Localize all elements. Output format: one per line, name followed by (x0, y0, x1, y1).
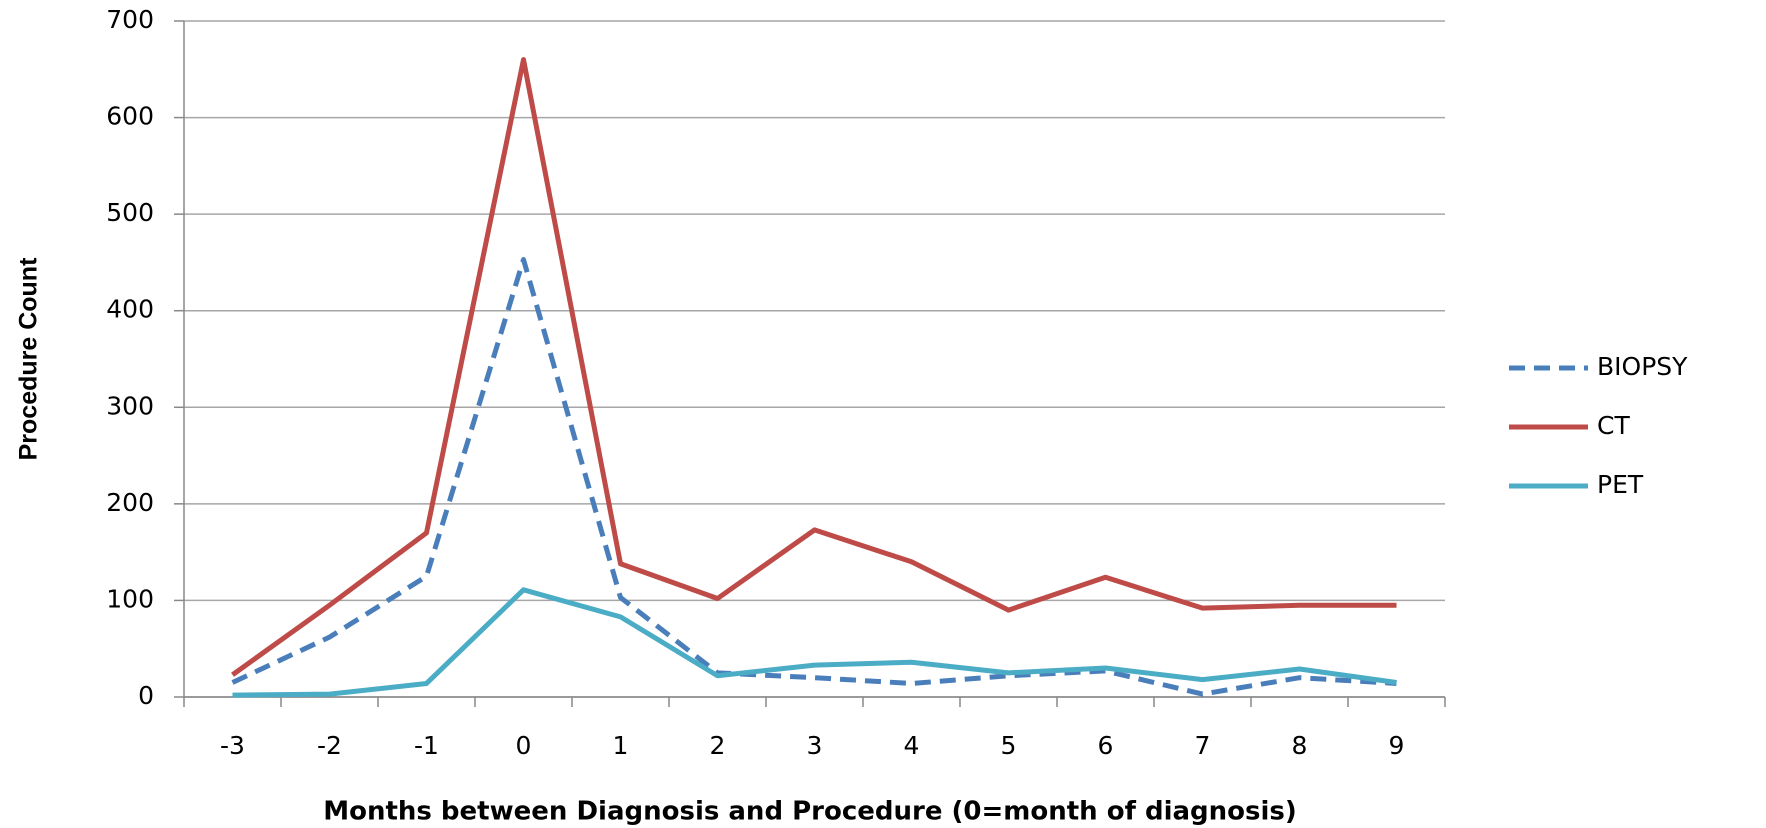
legend-label: PET (1597, 470, 1644, 499)
x-tick-label: -2 (317, 731, 342, 760)
x-tick-label: 6 (1098, 731, 1114, 760)
x-tick-label: -3 (220, 731, 245, 760)
x-tick-label: 1 (613, 731, 629, 760)
series-line (231, 257, 1397, 697)
y-tick-label: 500 (106, 198, 154, 227)
x-tick-label: 4 (904, 731, 920, 760)
y-tick-label: 600 (106, 102, 154, 131)
legend-label: BIOPSY (1597, 352, 1688, 381)
y-tick-label: 100 (106, 584, 154, 613)
x-tick-label: 2 (710, 731, 726, 760)
x-tick-label: 7 (1195, 731, 1211, 760)
x-tick-label: 0 (516, 731, 532, 760)
x-tick-label: -1 (414, 731, 439, 760)
x-tick-label: 3 (807, 731, 823, 760)
x-tick-label: 8 (1292, 731, 1308, 760)
series-line (232, 587, 1397, 698)
y-tick-label: 0 (138, 681, 154, 710)
y-tick-label: 700 (106, 5, 154, 34)
y-tick-label: 300 (106, 391, 154, 420)
y-axis-label: Procedure Count (15, 257, 43, 460)
y-tick-label: 400 (106, 295, 154, 324)
legend-label: CT (1597, 411, 1630, 440)
x-axis-label: Months between Diagnosis and Procedure (… (323, 797, 1297, 827)
y-tick-label: 200 (106, 488, 154, 517)
x-tick-label: 9 (1389, 731, 1405, 760)
x-tick-label: 5 (1001, 731, 1017, 760)
series-line (231, 57, 1397, 677)
